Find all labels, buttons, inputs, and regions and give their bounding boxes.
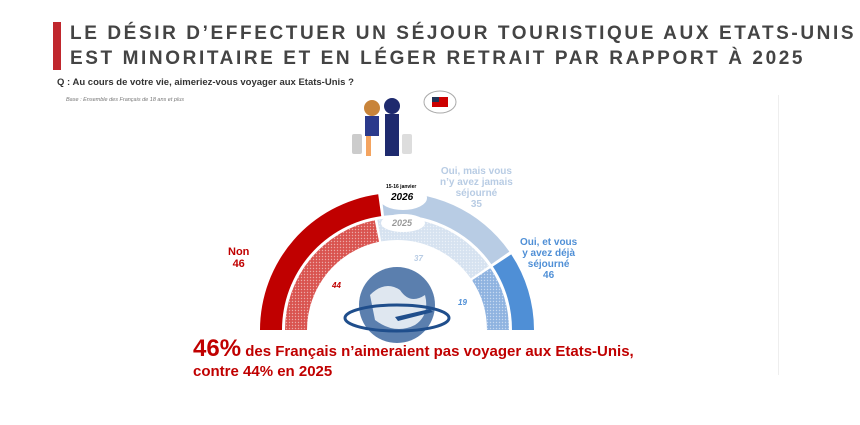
page-title: LE DÉSIR D’EFFECTUER UN SÉJOUR TOURISTIQ… bbox=[70, 23, 857, 69]
label-non: Non 46 bbox=[228, 246, 250, 270]
travelers-illustration bbox=[352, 90, 457, 156]
arc-2026-1 bbox=[381, 193, 510, 265]
base-note: Base : Ensemble des Français de 18 ans e… bbox=[66, 97, 185, 103]
divider bbox=[778, 95, 779, 375]
value-2025-non: 44 bbox=[332, 281, 341, 290]
value-2025-jamais: 37 bbox=[414, 254, 423, 263]
arc-2026-0 bbox=[260, 194, 382, 330]
question: Q : Au cours de votre vie, aimeriez-vous… bbox=[57, 77, 354, 88]
year-2025-label: 2025 bbox=[392, 218, 413, 228]
arc-2026-2 bbox=[492, 254, 534, 330]
arc-hatch-1 bbox=[377, 218, 489, 279]
title-accent-bar bbox=[53, 22, 61, 70]
value-2025-deja: 19 bbox=[458, 298, 467, 307]
year-2026-label: 2026 bbox=[391, 192, 414, 203]
conclusion: 46% des Français n’aimeraient pas voyage… bbox=[193, 335, 634, 381]
label-oui-jamais: Oui, mais vous n’y avez jamais séjourné 35 bbox=[440, 166, 513, 210]
globe-icon bbox=[343, 267, 451, 343]
label-oui-deja: Oui, et vous y avez déjà séjourné 46 bbox=[520, 237, 578, 281]
date-2026: 15-16 janvier bbox=[386, 184, 417, 190]
arc-hatch-2 bbox=[472, 268, 509, 330]
arc-hatch-0 bbox=[285, 220, 380, 330]
